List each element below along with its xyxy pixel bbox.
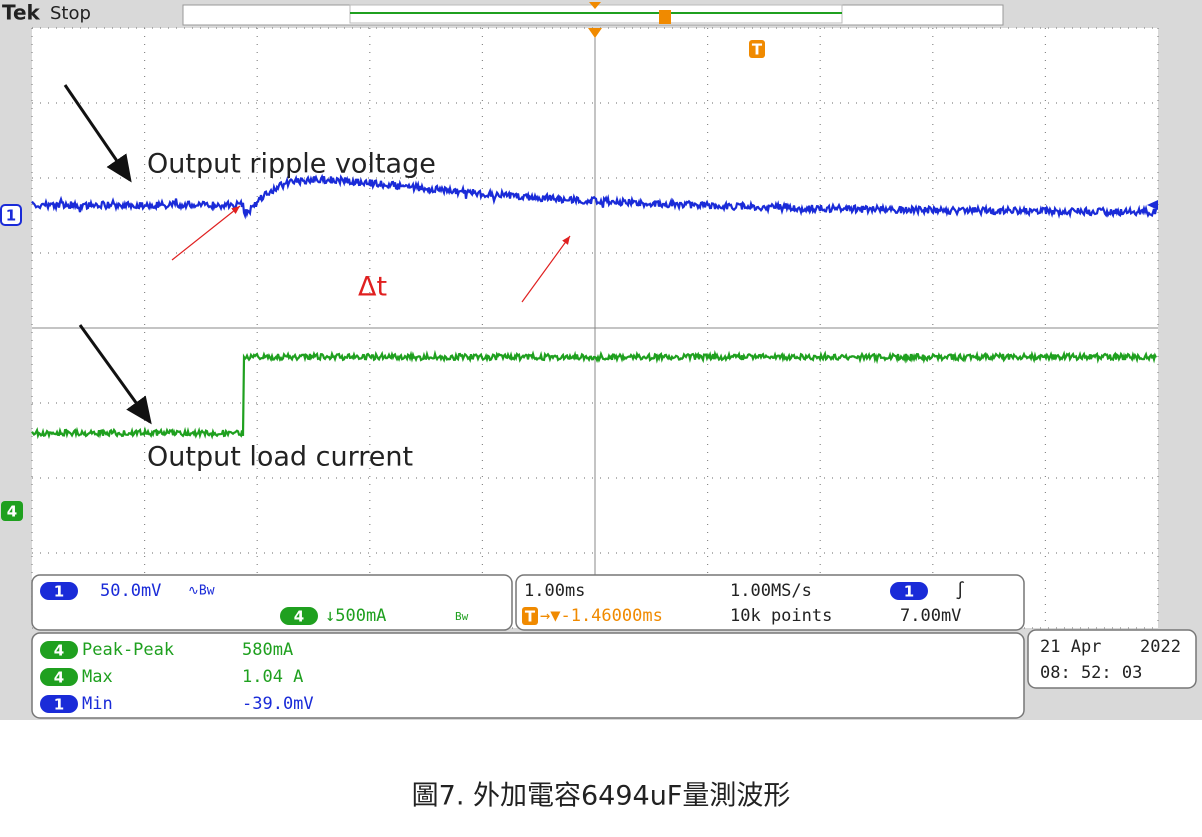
- ch1-marker: [0, 204, 22, 226]
- ch4-scale: ↓500mA: [325, 606, 386, 626]
- ch4-marker: [1, 501, 23, 521]
- badge-label: 4: [54, 642, 64, 660]
- channel-panel: [31, 574, 513, 631]
- trigger-arrow: [588, 28, 602, 38]
- trigger-position: →▼-1.46000ms: [540, 606, 663, 626]
- measure-value: -39.0mV: [242, 694, 314, 714]
- ch1-coupling: ∿Bw: [188, 584, 215, 599]
- run-status: Stop: [50, 3, 91, 24]
- badge: [40, 641, 78, 659]
- measure-label: Peak-Peak: [82, 640, 174, 660]
- horizontal-scale: 1.00ms: [524, 581, 585, 601]
- arrow: [78, 324, 152, 425]
- level-marker: [1147, 200, 1158, 210]
- ch1-trace: [31, 173, 1158, 220]
- arrow: [521, 235, 571, 303]
- badge-label: 4: [54, 669, 64, 687]
- badge: [40, 668, 78, 686]
- trigger-pos: [589, 2, 601, 9]
- sample-rate: 1.00MS/s: [730, 581, 812, 601]
- trigger-level: 7.00mV: [900, 606, 961, 626]
- measurement-panel: [31, 632, 1025, 719]
- trigger-slope: ∫: [955, 581, 965, 601]
- year: 2022: [1140, 637, 1181, 657]
- measure-label: Min: [82, 694, 113, 714]
- ch4-coupling: Bw: [455, 610, 469, 623]
- arrow: [171, 205, 241, 261]
- annotation: Output ripple voltage: [147, 149, 436, 180]
- record-length: 10k points: [730, 606, 832, 626]
- date: 21 Apr: [1040, 637, 1101, 657]
- annotation: Δt: [358, 272, 387, 303]
- measurements: 4 Peak-Peak 580mA 4 Max 1.04 A 1 Min -39.0mV: [40, 640, 314, 714]
- badge-label: T: [525, 608, 536, 626]
- badge-label: 4: [294, 608, 304, 626]
- badge: [40, 582, 78, 600]
- arrow: [63, 84, 132, 183]
- trigger-badge: [749, 40, 765, 58]
- record-marker: [659, 10, 671, 24]
- badge-label: 1: [54, 696, 64, 714]
- measure-label: Max: [82, 667, 113, 687]
- ch1-label: 1: [6, 207, 16, 225]
- annotation: Output load current: [147, 442, 413, 473]
- grid: [31, 27, 1159, 629]
- measure-value: 1.04 A: [242, 667, 303, 687]
- caption: 圖7. 外加電容6494uF量測波形: [412, 781, 791, 812]
- badge: [890, 582, 928, 600]
- ch4-label: 4: [7, 503, 17, 521]
- time: 08: 52: 03: [1040, 663, 1142, 683]
- trigger-label: T: [752, 41, 763, 59]
- brand: Tek: [2, 1, 41, 25]
- record-bar: [182, 4, 1004, 26]
- badge: [280, 607, 318, 625]
- badge-label: 1: [54, 583, 64, 601]
- badge: [522, 607, 538, 625]
- ch1-scale: 50.0mV: [100, 581, 161, 601]
- badge: [40, 695, 78, 713]
- ch4-trace: [31, 349, 1157, 440]
- badge-label: 1: [904, 583, 914, 601]
- measure-value: 580mA: [242, 640, 293, 660]
- datetime-panel: [1027, 629, 1197, 689]
